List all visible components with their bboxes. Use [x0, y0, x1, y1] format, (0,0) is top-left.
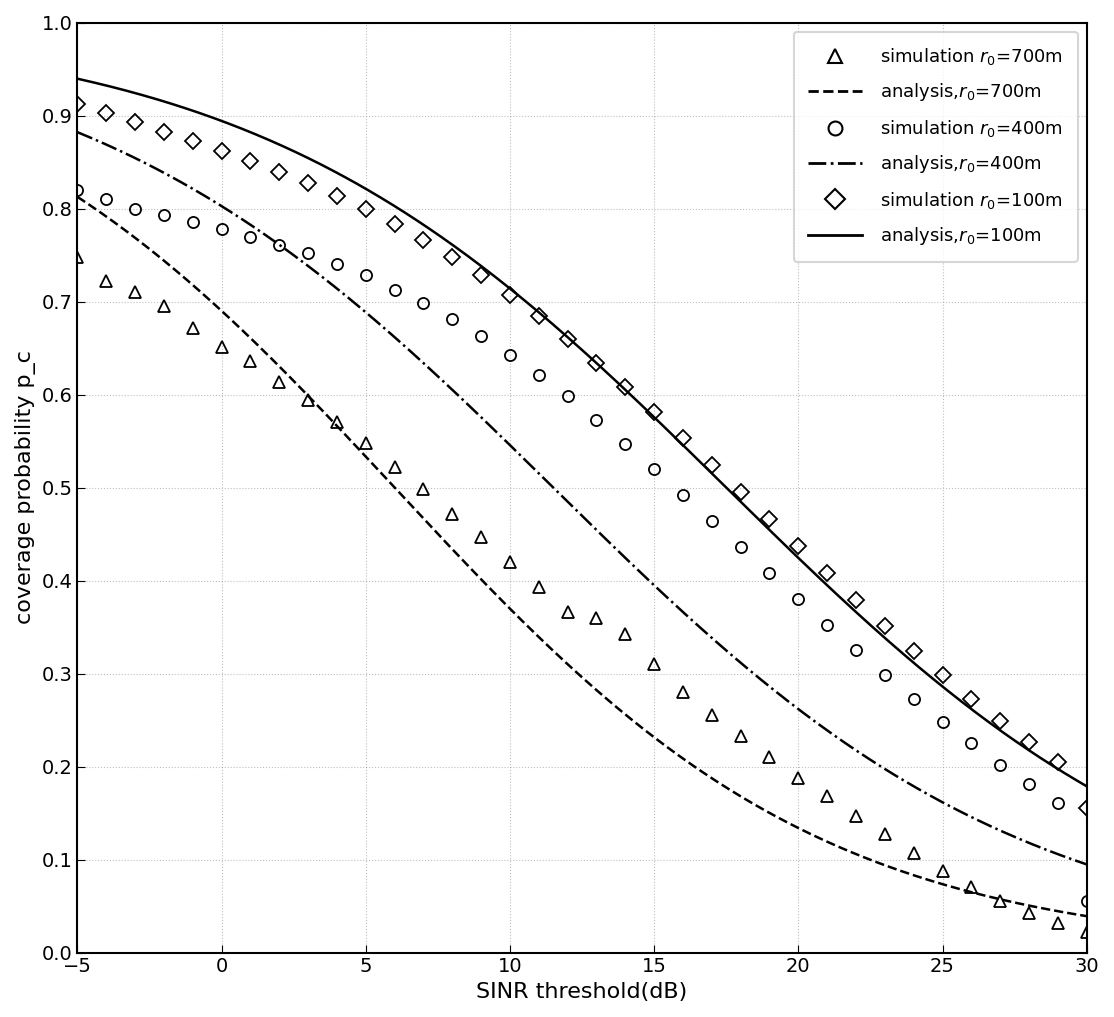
Y-axis label: coverage probability p_c: coverage probability p_c	[14, 351, 36, 624]
Legend: simulation $r_0$=700m, analysis,$r_0$=700m, simulation $r_0$=400m, analysis,$r_0: simulation $r_0$=700m, analysis,$r_0$=70…	[793, 32, 1077, 261]
X-axis label: SINR threshold(dB): SINR threshold(dB)	[477, 982, 687, 1002]
